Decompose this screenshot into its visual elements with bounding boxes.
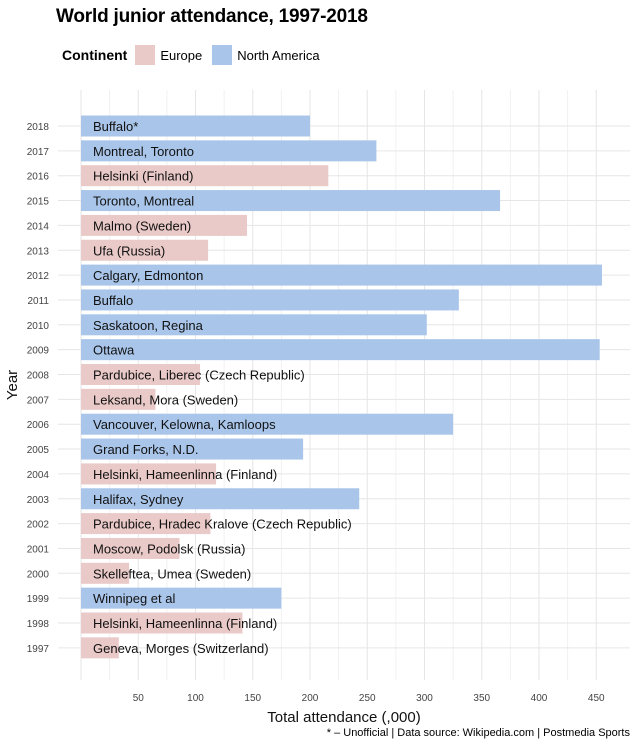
legend-item-europe: Europe	[135, 45, 202, 65]
y-tick-label-2014: 2014	[27, 221, 50, 232]
bar-label-2013: Ufa (Russia)	[93, 243, 165, 258]
bar-label-2002: Pardubice, Hradec Kralove (Czech Republi…	[93, 517, 352, 532]
bar-2006	[81, 413, 454, 435]
bar-2017	[81, 140, 377, 162]
bar-2000	[81, 562, 130, 584]
bar-1997	[81, 637, 119, 659]
bar-2002	[81, 513, 211, 535]
bar-label-2015: Toronto, Montreal	[93, 194, 194, 209]
bar-2009	[81, 339, 600, 361]
y-axis-label: Year	[4, 370, 21, 400]
y-tick-label-2011: 2011	[27, 296, 49, 307]
chart-title: World junior attendance, 1997-2018	[56, 6, 368, 27]
bar-label-2001: Moscow, Podolsk (Russia)	[93, 541, 245, 556]
bar-label-2012: Calgary, Edmonton	[93, 268, 203, 283]
y-tick-label-2002: 2002	[27, 520, 50, 531]
x-tick-label-50: 50	[133, 693, 145, 704]
bar-2014	[81, 214, 248, 236]
bar-label-2018: Buffalo*	[93, 119, 138, 134]
x-tick-label-250: 250	[359, 693, 376, 704]
y-tick-label-1997: 1997	[27, 644, 50, 655]
y-tick-label-2004: 2004	[27, 470, 50, 481]
y-tick-label-2001: 2001	[27, 544, 50, 555]
x-tick-label-350: 350	[473, 693, 490, 704]
x-tick-label-450: 450	[588, 693, 605, 704]
bar-label-2005: Grand Forks, N.D.	[93, 442, 198, 457]
bar-2001	[81, 537, 180, 559]
bar-2011	[81, 289, 459, 311]
bar-label-2004: Helsinki, Hameenlinna (Finland)	[93, 467, 277, 482]
bar-2008	[81, 364, 201, 385]
bar-label-1998: Helsinki, Hameenlinna (Finland)	[93, 616, 277, 631]
x-tick-label-200: 200	[302, 693, 319, 704]
bar-label-2009: Ottawa	[93, 343, 135, 358]
bar-1999	[81, 587, 282, 609]
bar-2005	[81, 438, 304, 460]
bar-label-2003: Halifax, Sydney	[93, 492, 184, 507]
x-tick-label-100: 100	[187, 693, 204, 704]
y-tick-label-2013: 2013	[27, 246, 50, 257]
x-tick-label-150: 150	[244, 693, 261, 704]
bar-label-2006: Vancouver, Kelowna, Kamloops	[93, 417, 276, 432]
y-tick-label-1999: 1999	[27, 594, 50, 605]
bar-label-1997: Geneva, Morges (Switzerland)	[93, 641, 269, 656]
bar-label-2016: Helsinki (Finland)	[93, 169, 193, 184]
bar-label-1999: Winnipeg et al	[93, 591, 175, 606]
legend-item-north-america: North America	[212, 45, 320, 65]
bar-label-2010: Saskatoon, Regina	[93, 318, 204, 333]
bar-2007	[81, 388, 156, 410]
y-tick-label-2007: 2007	[27, 395, 50, 406]
y-tick-label-2016: 2016	[27, 172, 50, 183]
y-tick-label-2003: 2003	[27, 495, 50, 506]
legend-label-europe: Europe	[160, 47, 203, 63]
y-tick-label-2010: 2010	[27, 321, 50, 332]
bar-2013	[81, 239, 209, 261]
y-tick-label-2006: 2006	[27, 420, 50, 431]
legend-swatch-north-america	[212, 45, 233, 65]
bar-2003	[81, 488, 360, 510]
bar-2012	[81, 264, 602, 286]
bar-2018	[81, 115, 310, 137]
legend-swatch-europe	[135, 45, 156, 65]
x-axis-label: Total attendance (,000)	[267, 709, 420, 726]
x-tick-label-300: 300	[416, 693, 433, 704]
bar-label-2008: Pardubice, Liberec (Czech Republic)	[93, 368, 305, 383]
legend-label-north-america: North America	[237, 47, 320, 63]
y-tick-label-2018: 2018	[27, 122, 50, 133]
bar-label-2007: Leksand, Mora (Sweden)	[93, 392, 238, 407]
y-tick-label-1998: 1998	[27, 619, 50, 630]
bar-2015	[81, 190, 501, 212]
y-tick-label-2008: 2008	[27, 371, 50, 382]
y-tick-label-2000: 2000	[27, 569, 50, 580]
bar-1998	[81, 612, 243, 634]
x-tick-label-400: 400	[531, 693, 548, 704]
bar-label-2000: Skelleftea, Umea (Sweden)	[93, 566, 251, 581]
bar-2004	[81, 463, 217, 485]
bar-2016	[81, 165, 329, 187]
y-tick-label-2015: 2015	[27, 197, 50, 208]
bar-label-2011: Buffalo	[93, 293, 133, 308]
bar-label-2017: Montreal, Toronto	[93, 144, 194, 159]
y-tick-label-2012: 2012	[27, 271, 50, 282]
y-tick-label-2009: 2009	[27, 346, 50, 357]
legend: Continent Europe North America	[62, 44, 330, 66]
bar-label-2014: Malmo (Sweden)	[93, 218, 191, 233]
y-tick-label-2017: 2017	[27, 147, 50, 158]
chart-caption: * – Unofficial | Data source: Wikipedia.…	[326, 727, 630, 739]
legend-title: Continent	[62, 47, 128, 63]
y-tick-label-2005: 2005	[27, 445, 50, 456]
bar-2010	[81, 314, 427, 336]
